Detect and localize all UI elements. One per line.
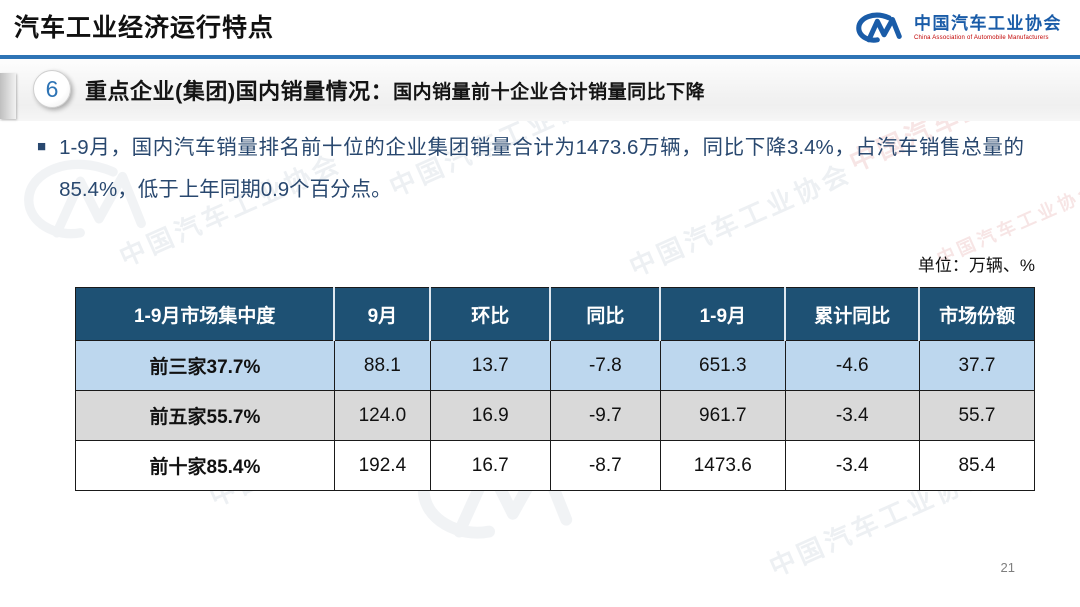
cm-logo-icon [856, 12, 902, 43]
data-cell: -4.6 [784, 340, 920, 391]
data-cell: 1473.6 [659, 440, 786, 491]
section-number: 6 [45, 75, 59, 102]
section-number-badge: 6 [33, 70, 71, 108]
section-heading-main: 重点企业(集团)国内销量情况： [85, 79, 394, 104]
section-heading-band: 6 重点企业(集团)国内销量情况： 国内销量前十企业合计销量同比下降 [0, 59, 1080, 121]
column-header: 1-9月市场集中度 [75, 287, 335, 341]
section-heading-sub: 国内销量前十企业合计销量同比下降 [393, 81, 706, 103]
data-cell: 651.3 [659, 340, 786, 391]
organization-logo: 中国汽车工业协会 China Association of Automobile… [852, 10, 1062, 46]
table-row: 前五家55.7% 124.0 16.9 -9.7 961.7 -3.4 55.7 [75, 390, 1036, 441]
data-cell: -8.7 [549, 440, 661, 491]
column-header: 环比 [429, 287, 551, 341]
column-header: 9月 [333, 287, 431, 341]
bullet-item: ■ 1-9月，国内汽车销量排名前十位的企业集团销量合计为1473.6万辆，同比下… [37, 127, 1042, 211]
column-header: 1-9月 [659, 287, 786, 341]
data-cell: -3.4 [784, 440, 920, 491]
data-cell: 16.9 [429, 390, 551, 441]
row-label: 前五家55.7% [75, 390, 335, 441]
logo-org-name-cn: 中国汽车工业协会 [914, 13, 1062, 33]
logo-org-name-en: China Association of Automobile Manufact… [914, 35, 1049, 42]
table-row: 前三家37.7% 88.1 13.7 -7.8 651.3 -4.6 37.7 [75, 340, 1036, 391]
data-cell: -3.4 [784, 390, 920, 441]
data-cell: 961.7 [659, 390, 786, 441]
column-header: 市场份额 [918, 287, 1036, 341]
column-header: 同比 [549, 287, 661, 341]
data-cell: -7.8 [549, 340, 661, 391]
data-cell: 88.1 [333, 340, 431, 391]
table-unit-label: 单位：万辆、% [917, 256, 1035, 275]
bullet-text: 1-9月，国内汽车销量排名前十位的企业集团销量合计为1473.6万辆，同比下降3… [59, 136, 1025, 201]
data-cell: 124.0 [333, 390, 431, 441]
data-cell: 16.7 [429, 440, 551, 491]
bullet-square-icon: ■ [37, 138, 47, 155]
column-header: 累计同比 [784, 287, 920, 341]
row-label: 前三家37.7% [75, 340, 335, 391]
band-left-tab-decoration [0, 73, 16, 119]
row-label: 前十家85.4% [75, 440, 335, 491]
table-body: 前三家37.7% 88.1 13.7 -7.8 651.3 -4.6 37.7 前五家55.7… [75, 340, 1036, 491]
data-cell: -9.7 [549, 390, 661, 441]
page-title: 汽车工业经济运行特点 [14, 14, 275, 42]
data-cell: 192.4 [333, 440, 431, 491]
table-row: 前十家85.4% 192.4 16.7 -8.7 1473.6 -3.4 85.4 [75, 440, 1036, 491]
data-cell: 37.7 [918, 340, 1036, 391]
data-cell: 13.7 [429, 340, 551, 391]
data-cell: 85.4 [918, 440, 1036, 491]
table-header-row: 1-9月市场集中度 9月 环比 同比 1-9月 累计同比 市场份额 [75, 287, 1036, 341]
section-heading: 重点企业(集团)国内销量情况： 国内销量前十企业合计销量同比下降 [85, 59, 705, 121]
data-cell: 55.7 [918, 390, 1036, 441]
market-concentration-table: 1-9月市场集中度 9月 环比 同比 1-9月 累计同比 市场份额 前三家37.7% 88.1… [75, 287, 1036, 491]
page-number: 21 [1000, 560, 1015, 575]
title-divider-line [0, 55, 1080, 59]
